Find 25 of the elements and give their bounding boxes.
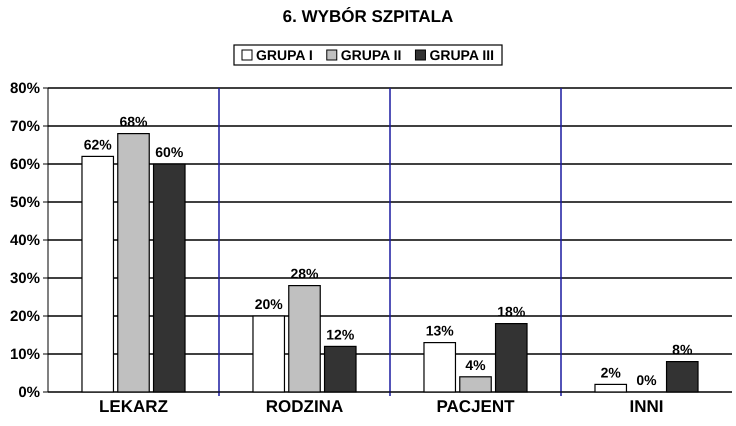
y-tick-label: 40% [10, 232, 40, 249]
legend-label: GRUPA I [256, 47, 313, 63]
x-tick-label: PACJENT [436, 397, 516, 416]
y-tick-label: 10% [10, 346, 40, 363]
data-label: 13% [426, 322, 454, 339]
x-tick-label: RODZINA [266, 397, 344, 416]
data-label: 20% [254, 296, 284, 312]
y-tick-label: 0% [18, 384, 40, 401]
data-label: 60% [155, 144, 184, 160]
y-tick-label: 70% [10, 118, 40, 135]
data-label: 2% [600, 364, 622, 380]
y-tick-label: 20% [10, 308, 40, 325]
data-label: 0% [636, 372, 658, 388]
data-label: 12% [326, 326, 355, 342]
y-tick-label: 50% [10, 194, 40, 211]
legend-label: GRUPA III [429, 47, 494, 63]
data-label: 62% [84, 136, 112, 152]
data-label: 4% [465, 356, 486, 373]
y-tick-label: 60% [10, 156, 40, 173]
chart-title: 6. WYBÓR SZPITALA [282, 6, 454, 26]
y-tick-label: 80% [10, 80, 40, 97]
x-tick-label: INNI [630, 397, 664, 416]
x-tick-label: LEKARZ [99, 397, 168, 416]
y-tick-label: 30% [10, 270, 40, 287]
legend-label: GRUPA II [340, 47, 402, 63]
